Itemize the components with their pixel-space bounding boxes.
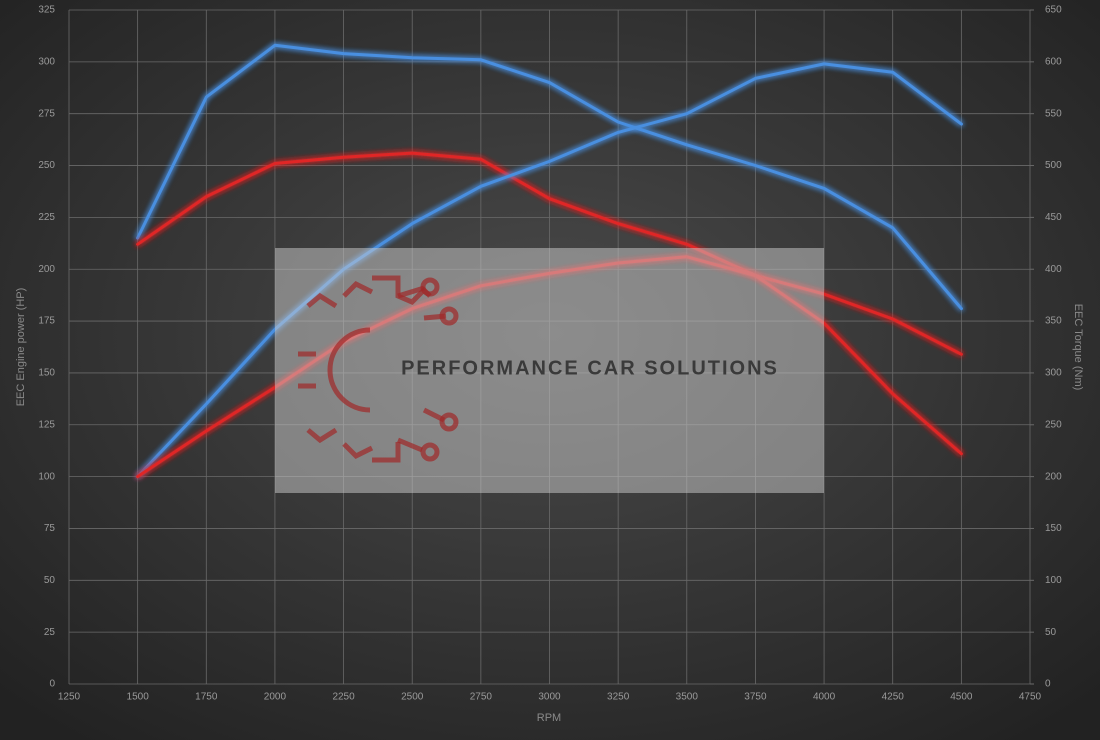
y-tick-label: 125 [38,419,55,430]
y-tick-label: 300 [38,56,55,67]
y-tick-label: 325 [38,5,55,16]
y2-tick-label: 650 [1045,5,1062,16]
x-tick-label: 4500 [950,692,973,703]
x-tick-label: 2000 [264,692,287,703]
y-tick-label: 50 [44,575,56,586]
x-tick-label: 4000 [813,692,836,703]
y2-tick-label: 500 [1045,160,1062,171]
y2-tick-label: 300 [1045,368,1062,379]
y2-tick-label: 0 [1045,679,1051,690]
y-tick-label: 250 [38,160,55,171]
y-tick-label: 275 [38,108,55,119]
series-line [136,43,963,311]
y-tick-label: 150 [38,368,55,379]
x-tick-label: 1500 [127,692,150,703]
y2-tick-label: 600 [1045,56,1062,67]
watermark: PERFORMANCE CAR SOLUTIONS [275,248,824,493]
y-tick-label: 200 [38,264,55,275]
y2-axis-title: EEC Torque (Nm) [1072,304,1084,391]
y2-tick-label: 400 [1045,264,1062,275]
y2-tick-label: 100 [1045,575,1062,586]
y-tick-label: 75 [44,523,56,534]
watermark-text: PERFORMANCE CAR SOLUTIONS [401,357,779,379]
x-tick-label: 4250 [882,692,905,703]
x-tick-label: 3750 [744,692,767,703]
y-tick-label: 225 [38,212,55,223]
x-tick-label: 3000 [538,692,561,703]
x-tick-label: 1750 [195,692,218,703]
y-tick-label: 175 [38,316,55,327]
y-tick-label: 25 [44,627,56,638]
y2-tick-label: 50 [1045,627,1057,638]
x-tick-label: 4750 [1019,692,1042,703]
y2-tick-label: 250 [1045,419,1062,430]
gear-icon [298,275,459,463]
series-line [136,151,963,356]
x-tick-label: 2750 [470,692,493,703]
y2-tick-label: 550 [1045,108,1062,119]
x-tick-label: 3250 [607,692,630,703]
series-line [136,62,963,479]
y2-tick-label: 150 [1045,523,1062,534]
y-tick-label: 0 [49,679,55,690]
x-tick-label: 2250 [332,692,355,703]
y2-tick-label: 450 [1045,212,1062,223]
grid [68,9,1034,685]
y2-tick-label: 200 [1045,471,1062,482]
x-tick-label: 1250 [58,692,81,703]
y-axis-title: EEC Engine power (HP) [15,288,27,407]
y-tick-label: 100 [38,471,55,482]
x-tick-label: 2500 [401,692,424,703]
x-tick-label: 3500 [676,692,699,703]
y2-tick-label: 350 [1045,316,1062,327]
x-axis-title: RPM [537,712,561,724]
